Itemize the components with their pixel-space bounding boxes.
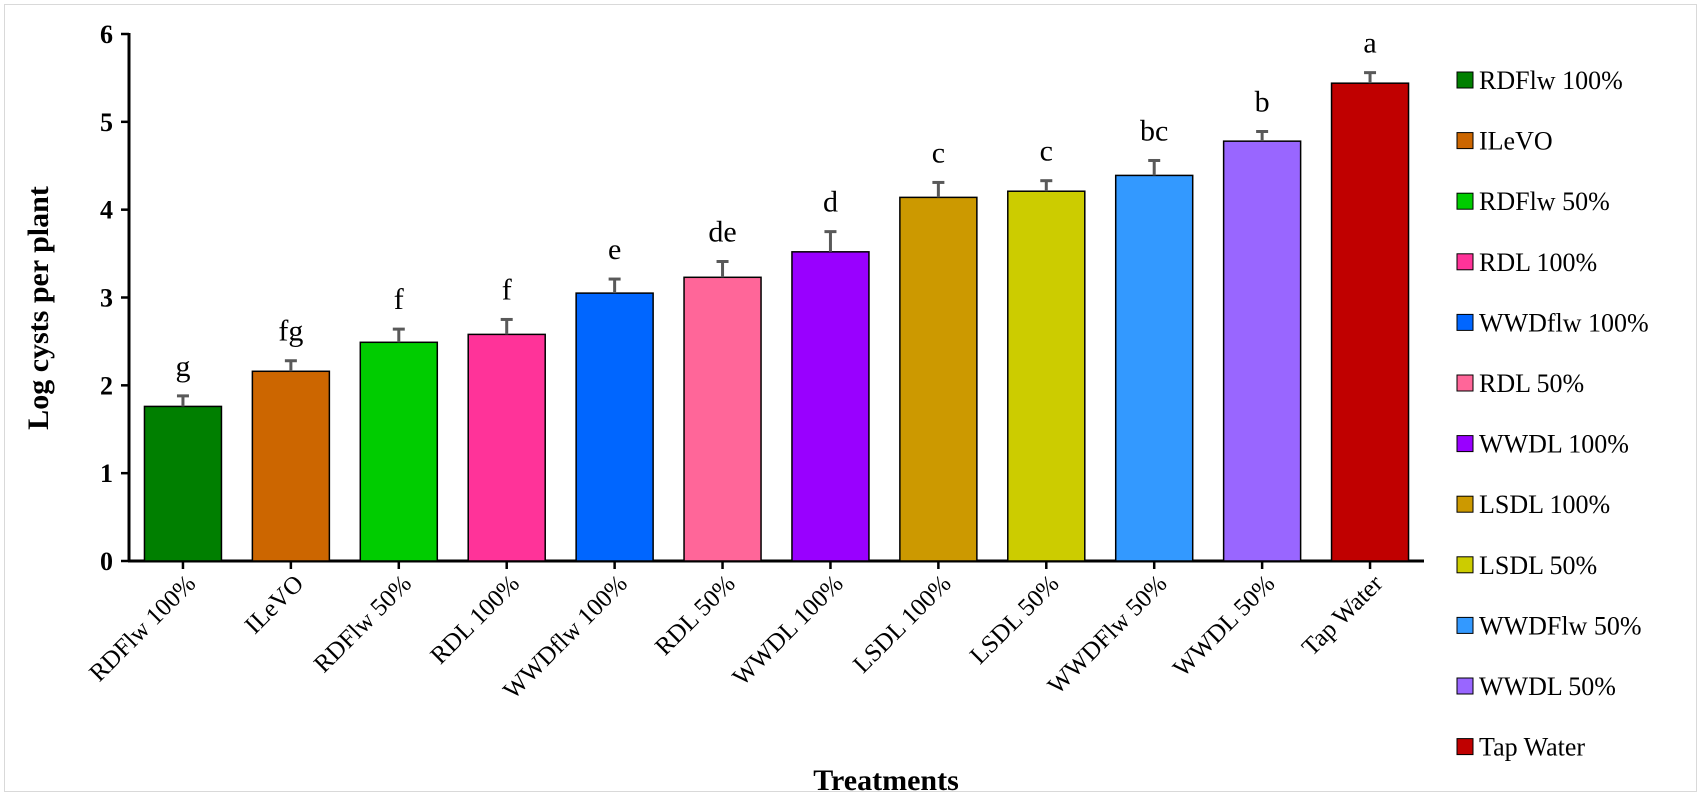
legend-item: Tap Water [1456,733,1585,762]
error-bar [1148,158,1161,176]
legend-label: Tap Water [1479,733,1585,762]
bar [1114,174,1194,562]
x-tick-label: RDFlw 100% [84,570,201,687]
x-tick-label: ILeVO [240,570,309,639]
significance-letter: e [608,233,621,266]
x-tick-label: WWDL 100% [728,570,849,691]
bar [143,405,223,562]
x-tick-label: RDFlw 50% [309,570,417,678]
legend-label: RDL 50% [1479,369,1584,398]
legend-item: RDL 100% [1456,248,1597,277]
x-tick-label: WWDL 50% [1168,570,1280,682]
legend-swatch [1456,495,1474,513]
legend-swatch [1456,132,1474,150]
legend-label: LSDL 100% [1479,490,1610,519]
error-bar [176,394,189,407]
legend-swatch [1456,556,1474,574]
bar [1330,82,1410,562]
legend-item: RDL 50% [1456,369,1584,398]
legend-swatch [1456,677,1474,695]
y-tick-label: 6 [100,20,113,49]
significance-letter: b [1255,85,1270,118]
y-tick-label: 2 [100,371,113,400]
legend-item: WWDL 100% [1456,430,1629,459]
legend-item: ILeVO [1456,127,1553,156]
bar [1007,190,1086,562]
bar [359,341,439,562]
significance-letter: f [502,273,512,306]
legend-label: WWDL 50% [1479,672,1616,701]
legend-item: LSDL 50% [1456,551,1597,580]
bar [467,333,546,562]
error-bar [608,277,621,294]
x-tick-label: RDL 100% [425,570,524,669]
legend-label: RDL 100% [1479,248,1597,277]
x-tick-labels: RDFlw 100% ILeVO RDFlw 50% RDL 100%WWDflw 1… [84,570,1388,705]
error-bar [1256,129,1269,142]
legend-item: WWDFlw 50% [1456,611,1641,640]
bar [899,196,978,562]
x-tick-label: RDL 50% [650,570,741,661]
error-bars [176,71,1377,407]
legend-swatch [1456,616,1474,634]
legend-item: WWDflw 100% [1456,308,1649,337]
legend: RDFlw 100% ILeVO RDFlw 50% RDL 100% WWDflw 1… [1456,66,1649,762]
error-bar [284,359,297,372]
error-bar [392,327,405,343]
error-bar [1040,179,1053,192]
legend-swatch [1456,374,1474,392]
significance-letter: g [175,350,190,383]
x-tick-label: LSDL 100% [848,570,956,678]
y-tick-label: 5 [100,108,113,137]
legend-item: LSDL 100% [1456,490,1610,519]
significance-letter: c [1040,135,1053,168]
y-tick-label: 4 [100,196,113,225]
bar [683,276,762,562]
x-tick-label: LSDL 50% [965,570,1064,669]
y-tick-labels: 0 1 2 3 4 5 6 [100,20,113,576]
legend-label: WWDL 100% [1479,430,1629,459]
significance-letter: de [708,215,736,248]
bar [791,251,870,562]
x-tick-label: Tap Water [1297,570,1389,662]
legend-swatch [1456,192,1474,210]
legend-label: ILeVO [1479,127,1553,156]
significance-letter: bc [1140,114,1168,147]
legend-label: WWDFlw 50% [1479,611,1641,640]
bar [575,292,654,562]
legend-label: LSDL 50% [1479,551,1597,580]
significance-letter: d [823,186,838,219]
legend-item: RDFlw 50% [1456,187,1610,216]
y-tick-label: 3 [100,284,113,313]
legend-label: WWDflw 100% [1479,308,1649,337]
legend-swatch [1456,738,1474,756]
y-tick-label: 1 [100,459,113,488]
legend-label: RDFlw 50% [1479,187,1610,216]
significance-letters: g fg f f e de d c c bc b a [175,27,1376,383]
error-bar [824,230,837,252]
y-axis-label: Log cysts per plant [22,186,55,430]
error-bar [716,259,729,278]
significance-letter: a [1363,27,1376,60]
significance-letter: fg [278,315,303,348]
legend-swatch [1456,253,1474,271]
bars [143,82,1410,562]
x-axis-label: Treatments [813,764,959,797]
y-tick-label: 0 [100,547,113,576]
legend-label: RDFlw 100% [1479,66,1623,95]
error-bar [1364,71,1377,84]
legend-swatch [1456,313,1474,331]
error-bar [932,180,945,198]
legend-swatch [1456,435,1474,453]
significance-letter: f [394,283,404,316]
bar [251,370,331,562]
axes [121,32,1424,569]
error-bar [500,317,513,335]
legend-swatch [1456,71,1474,89]
significance-letter: c [932,136,945,169]
bar [1222,140,1302,562]
legend-item: WWDL 50% [1456,672,1616,701]
legend-item: RDFlw 100% [1456,66,1623,95]
